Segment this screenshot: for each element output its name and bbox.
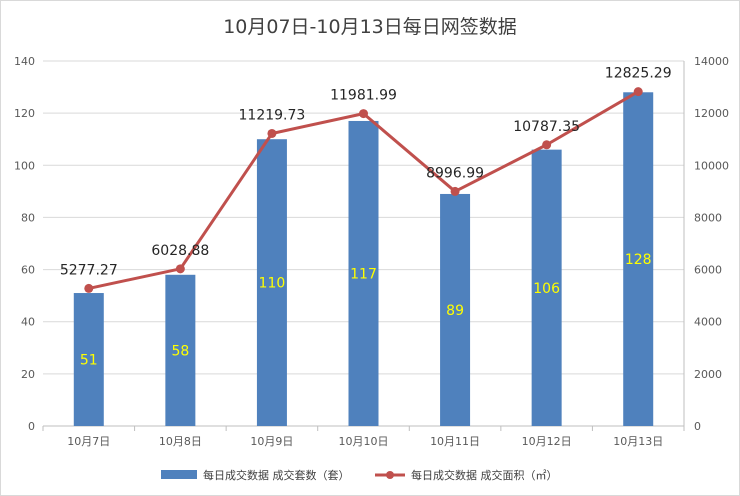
axes: 0 20 40 60 80 100 120 140 0 2000 4000 6000 8000 10000… xyxy=(14,55,729,448)
line-value-label: 11981.99 xyxy=(330,88,397,104)
y-right-tick-label: 12000 xyxy=(694,107,729,120)
bar xyxy=(348,120,379,426)
line-value-label: 6028.88 xyxy=(151,243,209,259)
bar-value-label: 117 xyxy=(350,266,377,282)
bar xyxy=(165,274,196,426)
x-tick-label: 10月10日 xyxy=(339,435,389,448)
bar xyxy=(531,149,562,426)
x-tick-label: 10月11日 xyxy=(430,435,480,448)
y-left-tick-label: 140 xyxy=(14,55,35,68)
y-right-tick-label: 2000 xyxy=(694,368,722,381)
legend: 每日成交数据 成交套数（套） 每日成交数据 成交面积（㎡） xyxy=(161,468,558,482)
line-point xyxy=(359,109,368,119)
bar xyxy=(73,293,104,426)
y-right-tick-label: 10000 xyxy=(694,159,729,172)
chart-title: 10月07日-10月13日每日网签数据 xyxy=(223,16,517,38)
y-right-tick-label: 4000 xyxy=(694,316,722,329)
line-point xyxy=(175,264,185,274)
line-point xyxy=(542,140,552,150)
x-tick-label: 10月8日 xyxy=(159,435,202,448)
line-value-label: 8996.99 xyxy=(426,165,484,181)
y-left-tick-label: 120 xyxy=(14,107,35,120)
legend-bar-swatch xyxy=(161,470,197,479)
y-right-tick-label: 8000 xyxy=(694,211,722,224)
bar-value-label: 89 xyxy=(446,303,464,319)
y-left-tick-label: 0 xyxy=(28,420,35,433)
line-point xyxy=(450,186,460,196)
y-left-tick-label: 60 xyxy=(21,264,35,277)
x-tick-label: 10月7日 xyxy=(67,435,110,448)
legend-line-marker xyxy=(386,471,394,479)
bar-series xyxy=(73,92,654,427)
line-series xyxy=(84,87,643,293)
bar xyxy=(623,92,654,427)
y-left-tick-label: 20 xyxy=(21,368,35,381)
line-value-label: 10787.35 xyxy=(513,119,580,135)
bar-value-label: 110 xyxy=(259,276,286,292)
bar-value-label: 106 xyxy=(533,281,560,297)
line-value-label: 5277.27 xyxy=(60,262,118,278)
bar-value-label: 51 xyxy=(80,353,98,369)
bar xyxy=(440,193,471,426)
bar xyxy=(256,139,287,426)
data-labels: 51 58 110 117 89 106 128 5277.27 6028.88 11219.73… xyxy=(60,66,672,369)
y-right-tick-label: 14000 xyxy=(694,55,729,68)
line-point xyxy=(267,128,277,138)
x-tick-label: 10月9日 xyxy=(250,435,293,448)
y-left-tick-label: 80 xyxy=(21,211,35,224)
y-right-tick-label: 0 xyxy=(694,420,701,433)
x-tick-label: 10月13日 xyxy=(613,435,663,448)
legend-bar-label: 每日成交数据 成交套数（套） xyxy=(203,468,350,482)
y-right-tick-label: 6000 xyxy=(694,264,722,277)
line-point xyxy=(633,87,643,97)
line-value-label: 11219.73 xyxy=(239,107,306,123)
x-tick-label: 10月12日 xyxy=(522,435,572,448)
y-left-tick-label: 100 xyxy=(14,159,35,172)
legend-line-label: 每日成交数据 成交面积（㎡） xyxy=(411,468,558,482)
bar-value-label: 128 xyxy=(625,252,652,268)
line-point xyxy=(84,283,94,293)
y-left-tick-label: 40 xyxy=(21,316,35,329)
line-value-label: 12825.29 xyxy=(605,66,672,82)
bar-value-label: 58 xyxy=(171,343,189,359)
